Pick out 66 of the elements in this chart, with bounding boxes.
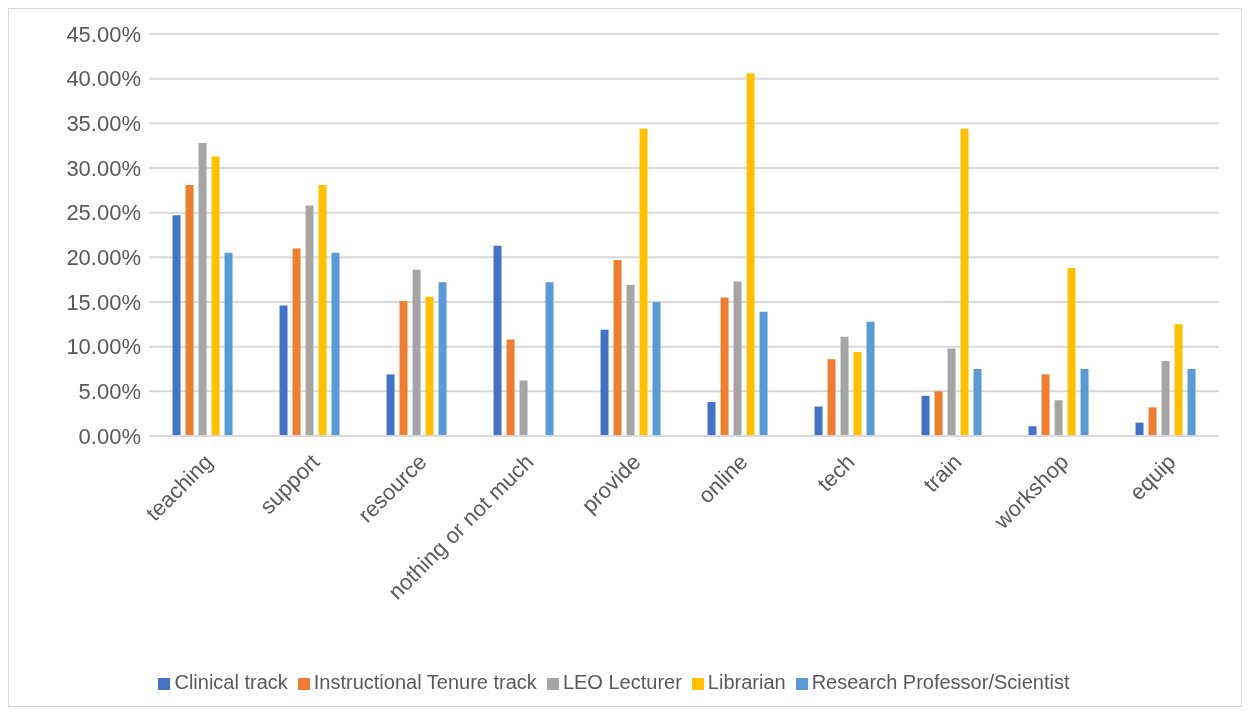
bar [626,285,635,436]
bar [840,336,849,436]
bar [412,269,421,436]
bar [545,282,554,436]
bar [707,402,716,436]
bar [1135,422,1144,436]
legend-label: LEO Lecturer [562,671,682,693]
bar [1161,360,1170,436]
bar [960,128,969,436]
bar [613,260,622,436]
y-tick-label: 25.00% [66,200,141,226]
y-tick-label: 20.00% [66,245,141,271]
bar [746,73,755,436]
bar [224,252,233,436]
y-tick-label: 40.00% [66,66,141,92]
bar [947,348,956,436]
bar [866,321,875,436]
bar [921,395,930,436]
legend-label: Clinical track [174,671,288,693]
legend-label: Research Professor/Scientist [811,671,1070,693]
bar [198,142,207,436]
bar [652,302,661,436]
bar [438,282,447,436]
bar [733,281,742,436]
x-tick-label: tech [812,449,860,497]
bar [1187,369,1196,436]
bar [759,311,768,436]
bar [318,184,327,436]
bar [934,391,943,436]
bar [827,359,836,436]
legend-label: Librarian [707,671,786,693]
bar [1028,426,1037,436]
y-tick-label: 45.00% [66,21,141,47]
bar [1054,400,1063,436]
bar [292,248,301,436]
bar [185,184,194,436]
bar [399,301,408,436]
bar [1067,268,1076,436]
bar [172,215,181,436]
y-tick-label: 35.00% [66,111,141,137]
bar [425,296,434,436]
bar [814,406,823,436]
bar [386,374,395,436]
y-tick-label: 5.00% [78,379,141,405]
y-tick-label: 15.00% [66,289,141,315]
bar [720,297,729,436]
bar [1041,374,1050,436]
bar [493,245,502,436]
bar [639,128,648,436]
y-tick-label: 10.00% [66,334,141,360]
bar [519,380,528,436]
bar [506,339,515,436]
bar [1148,407,1157,436]
y-tick-label: 30.00% [66,155,141,181]
x-tick-label: train [918,449,967,498]
bar [1080,369,1089,436]
bar [973,369,982,436]
y-tick-label: 0.00% [78,423,141,449]
bar [279,305,288,436]
legend-label: Instructional Tenure track [313,671,537,693]
bar [853,352,862,436]
bar [211,156,220,436]
bar [305,205,314,436]
bar [331,252,340,436]
bar [600,329,609,436]
bar [1174,324,1183,436]
